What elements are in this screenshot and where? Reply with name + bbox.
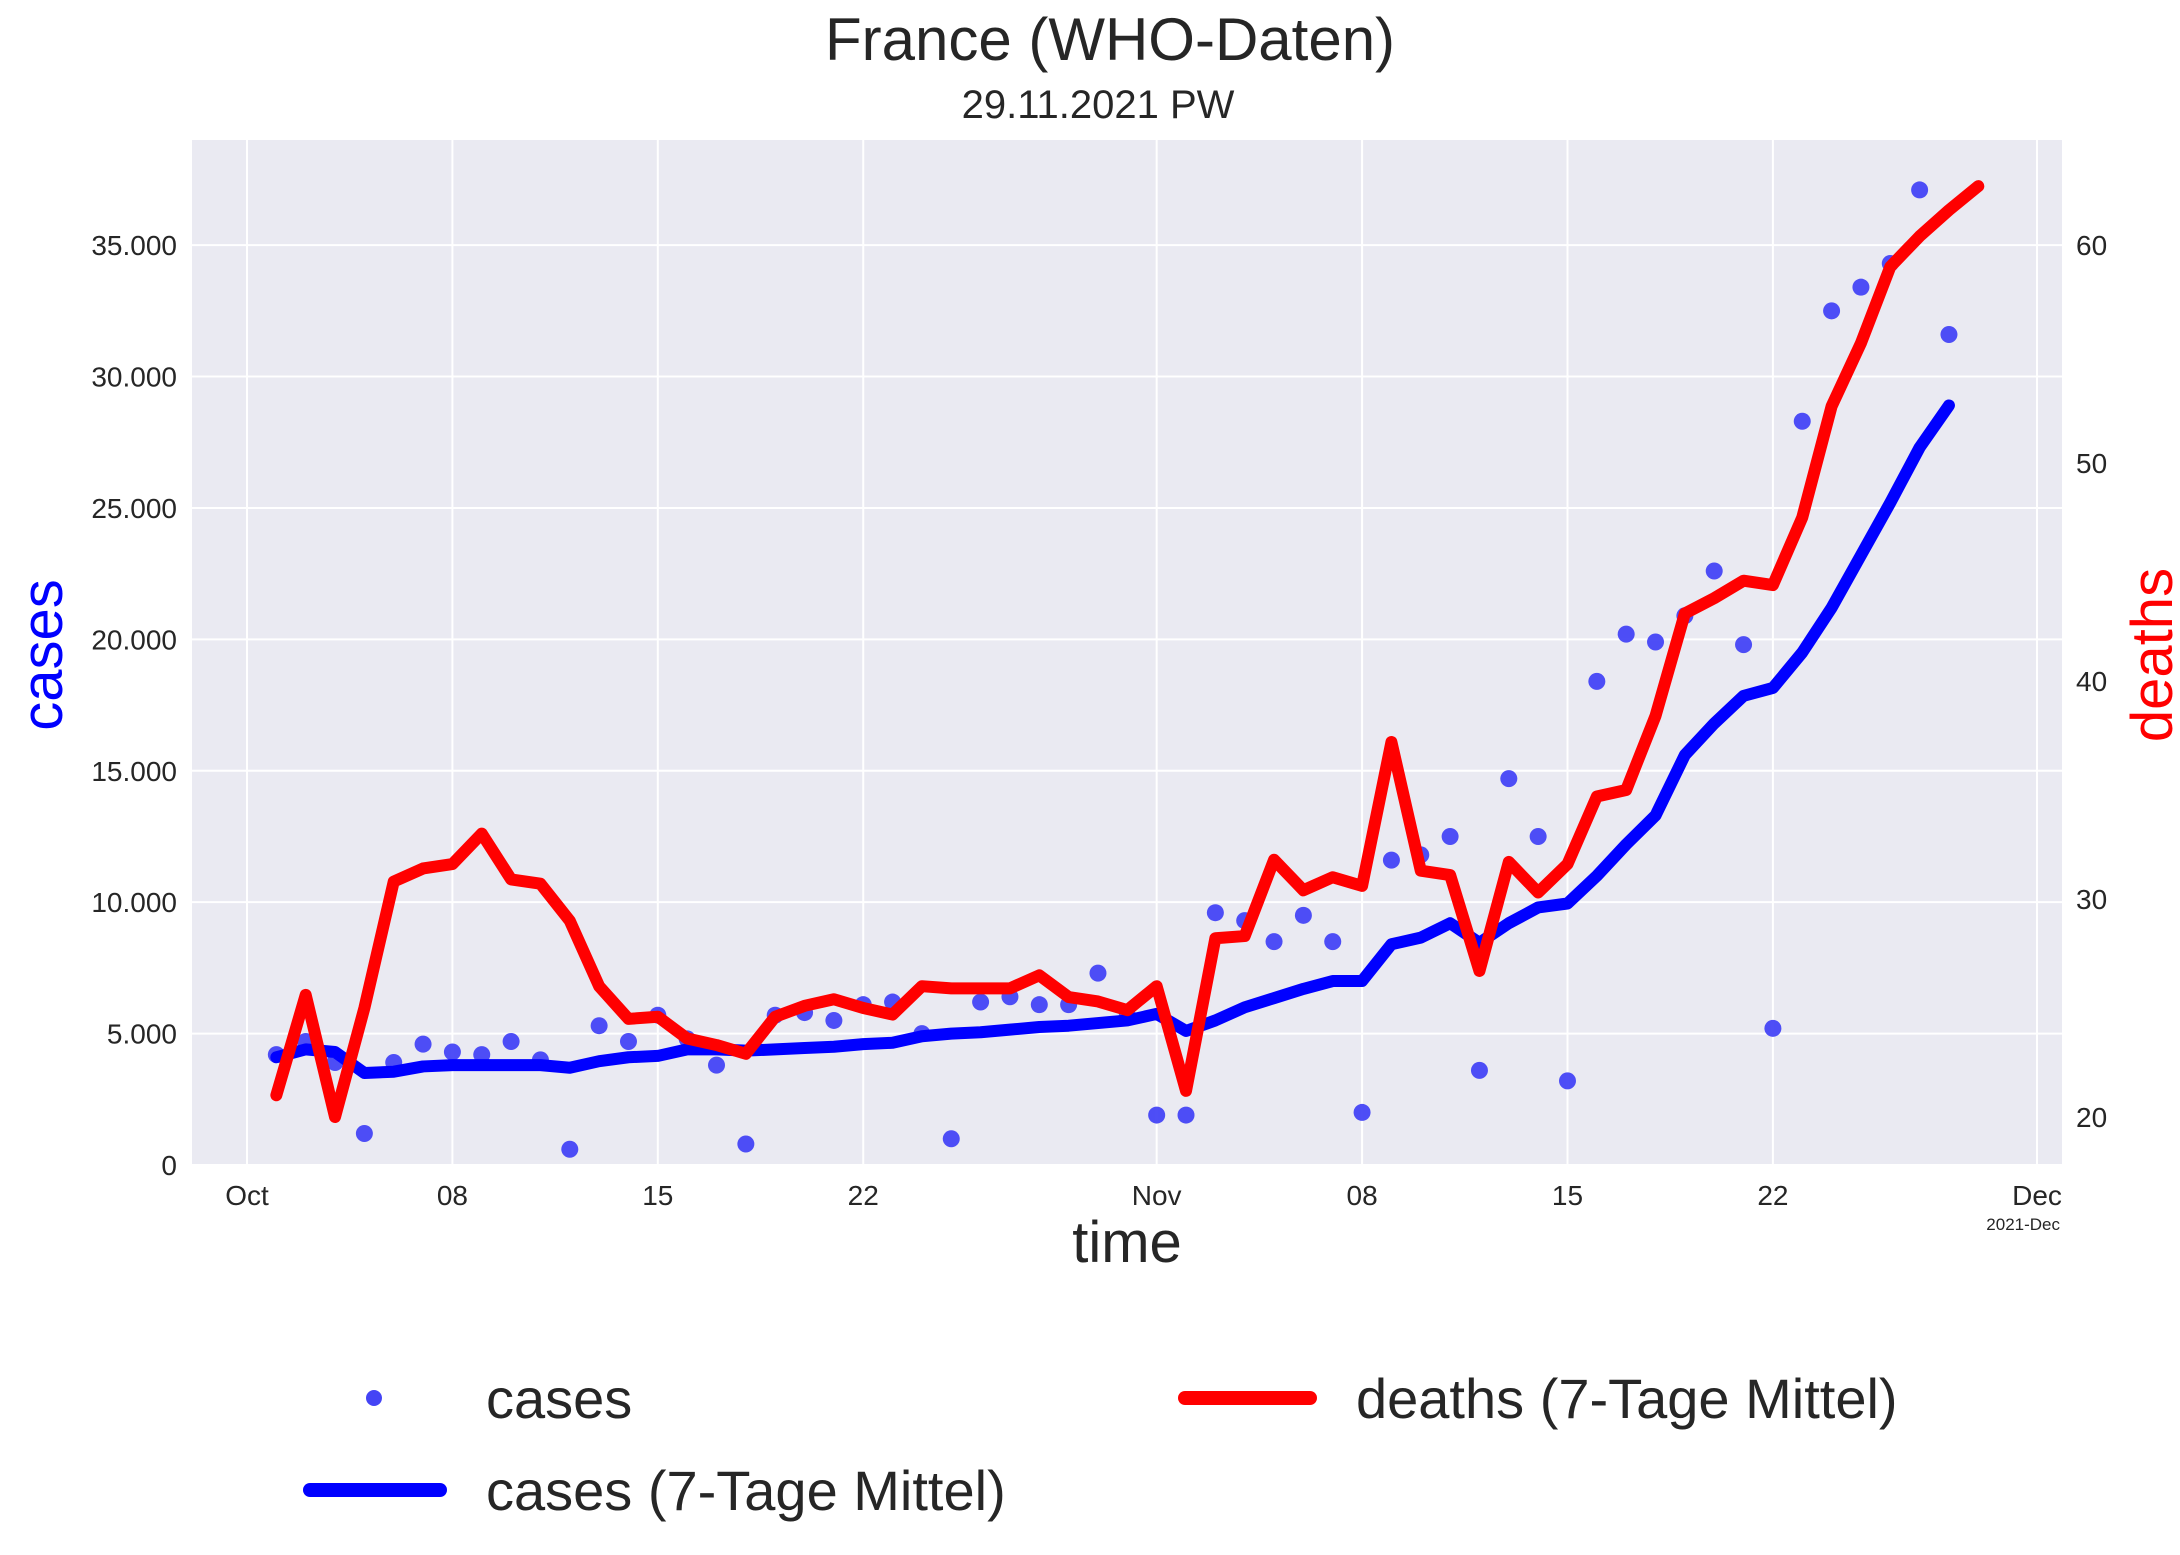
cases-point xyxy=(619,1032,637,1050)
cases-point xyxy=(1382,851,1400,869)
y-tick-label-right: 40 xyxy=(2076,666,2107,697)
cases-point xyxy=(473,1046,491,1064)
legend-label-deaths-mean: deaths (7-Tage Mittel) xyxy=(1356,1367,1898,1430)
plot-area xyxy=(192,140,2062,1165)
cases-point xyxy=(825,1011,843,1029)
cases-point xyxy=(942,1130,960,1148)
cases-point xyxy=(355,1124,373,1142)
legend-label-cases: cases xyxy=(486,1367,632,1430)
ticks: Oct 08 15 22 Nov 08 15 22 Dec 0 5.000 10.000 15.000 2… xyxy=(91,230,2107,1211)
cases-point xyxy=(1823,302,1841,320)
y-tick-label-left: 15.000 xyxy=(91,756,177,787)
cases-point xyxy=(1705,562,1723,580)
x-tick-label: Dec xyxy=(2012,1180,2062,1211)
chart-title: France (WHO-Daten) xyxy=(825,6,1395,73)
cases-point xyxy=(1852,278,1870,296)
cases-point xyxy=(1500,770,1518,788)
cases-point xyxy=(1911,181,1929,199)
x-tick-label: 22 xyxy=(848,1180,879,1211)
y-axis-label-left: cases xyxy=(10,579,75,731)
cases-point xyxy=(443,1043,461,1061)
cases-point xyxy=(708,1056,726,1074)
cases-point xyxy=(1206,904,1224,922)
cases-point xyxy=(1089,964,1107,982)
x-axis-label: time xyxy=(1072,1210,1182,1275)
cases-point xyxy=(561,1140,579,1158)
x-tick-label: 15 xyxy=(642,1180,673,1211)
legend-label-cases-mean: cases (7-Tage Mittel) xyxy=(486,1459,1006,1522)
cases-point xyxy=(1470,1061,1488,1079)
y-tick-label-left: 0 xyxy=(161,1150,177,1181)
cases-point xyxy=(1441,827,1459,845)
cases-point xyxy=(1588,672,1606,690)
cases-point xyxy=(1030,996,1048,1014)
cases-point xyxy=(1177,1106,1195,1124)
cases-point xyxy=(1529,827,1547,845)
cases-point xyxy=(1764,1019,1782,1037)
y-axis-label-right: deaths xyxy=(2120,568,2180,742)
cases-point xyxy=(1353,1103,1371,1121)
cases-point xyxy=(1148,1106,1166,1124)
x-tick-label: 15 xyxy=(1552,1180,1583,1211)
legend-marker-cases xyxy=(366,1390,382,1406)
x-offset-label: 2021-Dec xyxy=(1986,1215,2060,1234)
cases-point xyxy=(1324,933,1342,951)
cases-point xyxy=(1265,933,1283,951)
cases-point xyxy=(1735,636,1753,654)
cases-point xyxy=(1558,1072,1576,1090)
y-tick-label-left: 30.000 xyxy=(91,362,177,393)
x-tick-label: 08 xyxy=(437,1180,468,1211)
y-tick-label-left: 25.000 xyxy=(91,493,177,524)
series-deaths-mean-line xyxy=(270,180,1985,1123)
cases-point xyxy=(972,993,990,1011)
x-tick-label: 08 xyxy=(1347,1180,1378,1211)
cases-point xyxy=(1294,906,1312,924)
y-tick-label-left: 20.000 xyxy=(91,624,177,655)
chart-subtitle: 29.11.2021 PW xyxy=(962,83,1235,127)
x-tick-label: Oct xyxy=(225,1180,269,1211)
marks xyxy=(267,180,1985,1158)
cases-point xyxy=(1793,412,1811,430)
cases-point xyxy=(502,1032,520,1050)
y-tick-label-left: 10.000 xyxy=(91,887,177,918)
y-tick-label-right: 60 xyxy=(2076,230,2107,261)
y-tick-label-left: 5.000 xyxy=(107,1019,177,1050)
cases-point xyxy=(1940,325,1958,343)
cases-point xyxy=(1617,625,1635,643)
cases-point xyxy=(1647,633,1665,651)
y-tick-label-right: 50 xyxy=(2076,448,2107,479)
cases-point xyxy=(590,1017,608,1035)
cases-point xyxy=(737,1135,755,1153)
legend: cases cases (7-Tage Mittel) deaths (7-Ta… xyxy=(303,1367,1898,1522)
y-tick-label-right: 20 xyxy=(2076,1102,2107,1133)
x-tick-label: 22 xyxy=(1757,1180,1788,1211)
grid xyxy=(192,140,2062,1166)
x-tick-label: Nov xyxy=(1132,1180,1182,1211)
series-cases-mean-line xyxy=(270,399,1955,1080)
y-tick-label-left: 35.000 xyxy=(91,230,177,261)
cases-point xyxy=(414,1035,432,1053)
y-tick-label-right: 30 xyxy=(2076,884,2107,915)
